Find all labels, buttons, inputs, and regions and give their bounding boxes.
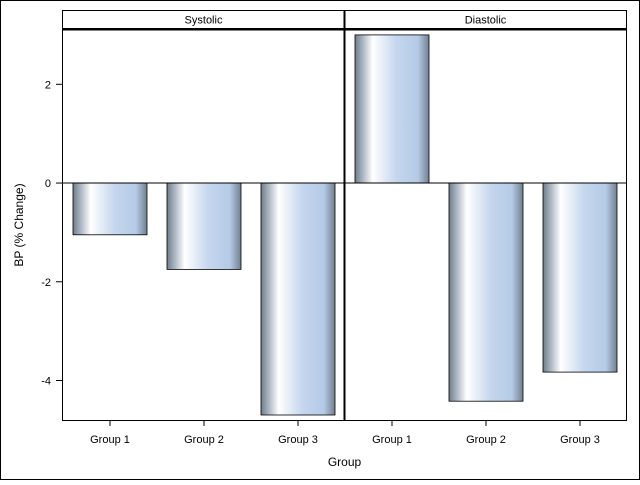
x-tick-label: Group 3 (278, 434, 318, 446)
y-axis-title: BP (% Change) (12, 183, 26, 266)
x-tick-label: Group 2 (184, 434, 224, 446)
x-tick-label: Group 1 (372, 434, 412, 446)
x-axis-title: Group (328, 455, 362, 469)
y-tick-label: -4 (41, 376, 51, 388)
x-tick-label: Group 2 (466, 434, 506, 446)
bar-diastolic-group-2 (448, 182, 524, 402)
bar-diastolic-group-3 (542, 182, 618, 373)
y-tick-label: 2 (45, 79, 51, 91)
panel-title-diastolic: Diastolic (465, 15, 507, 27)
y-tick-label: 0 (45, 178, 51, 190)
bar-systolic-group-2 (166, 182, 242, 270)
panel-title-systolic: Systolic (185, 15, 223, 27)
y-axis: -4 -2 0 2 (41, 79, 62, 388)
x-tick-label: Group 1 (90, 434, 130, 446)
bars-layer (72, 34, 618, 416)
bar-systolic-group-3 (260, 182, 336, 416)
y-tick-label: -2 (41, 277, 51, 289)
x-axis: Group 1 Group 2 Group 3 Group 1 Group 2 Group… (90, 421, 600, 446)
bar-diastolic-group-1 (354, 34, 430, 184)
bar-systolic-group-1 (72, 182, 148, 236)
x-tick-label: Group 3 (560, 434, 600, 446)
